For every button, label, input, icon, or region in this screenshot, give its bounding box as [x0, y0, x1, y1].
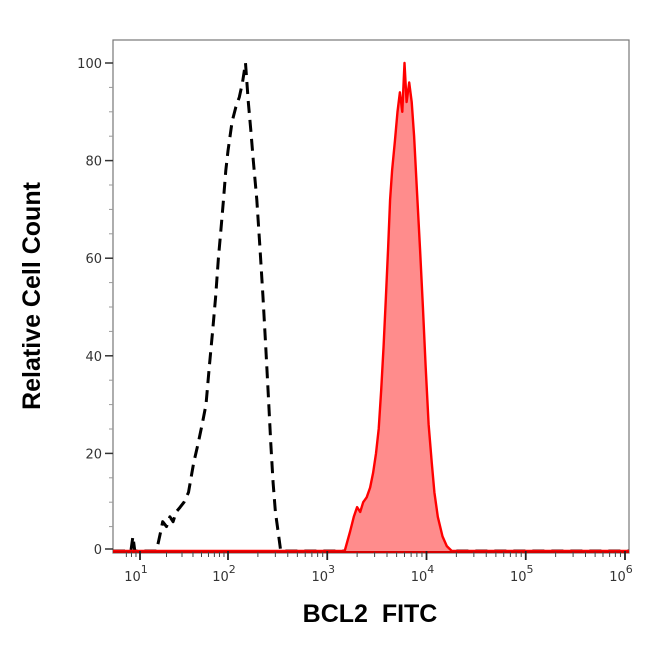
x-axis-title: BCL2 FITC [303, 600, 438, 628]
plot-area [112, 39, 630, 554]
x-axis: 101 102 103 104 105 106 [124, 551, 633, 585]
x-tick-label: 103 [311, 563, 335, 585]
x-tick-label: 104 [411, 563, 435, 585]
x-tick-label: 105 [510, 563, 534, 585]
y-axis: 0 20 40 60 80 100 [77, 57, 113, 558]
x-tick-label: 102 [212, 563, 236, 585]
y-axis-title: Relative Cell Count [18, 181, 46, 409]
isotype-histogram-line [113, 61, 629, 553]
y-tick-label: 40 [85, 350, 102, 365]
bcl2-histogram-line [113, 61, 629, 553]
y-tick-label: 80 [85, 155, 102, 170]
x-tick-label: 106 [609, 563, 633, 585]
x-tick-label: 101 [124, 563, 148, 585]
series-layer [113, 61, 629, 553]
y-tick-label: 0 [94, 543, 102, 558]
y-tick-label: 100 [77, 57, 102, 72]
y-tick-label: 20 [85, 447, 102, 462]
y-tick-label: 60 [85, 252, 102, 267]
